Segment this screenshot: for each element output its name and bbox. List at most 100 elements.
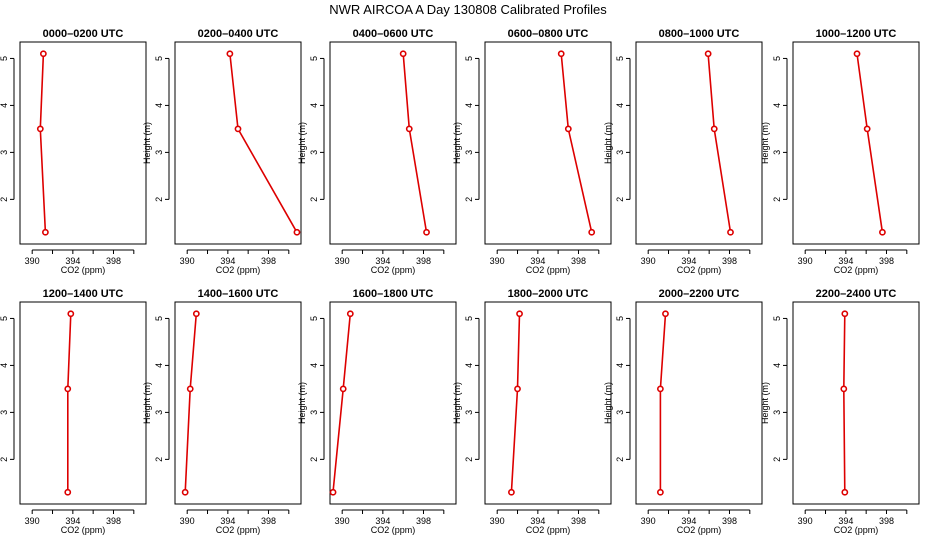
profile-line: [560, 53, 593, 233]
x-tick-label: 390: [798, 516, 813, 526]
y-tick-label: 5: [615, 316, 625, 321]
plot-frame: [792, 301, 920, 505]
x-axis-label: CO2 (ppm): [834, 525, 879, 535]
y-axis-label: Height (m): [760, 382, 770, 424]
data-point: [39, 50, 47, 58]
profile-line: [707, 53, 732, 233]
x-axis-label: CO2 (ppm): [677, 265, 722, 275]
x-axis-label: CO2 (ppm): [371, 525, 416, 535]
x-tick-label: 398: [879, 256, 894, 266]
x-tick-label: 398: [722, 516, 737, 526]
data-point: [405, 125, 413, 133]
data-point: [710, 125, 718, 133]
data-point: [192, 310, 200, 318]
x-tick-label: 398: [416, 516, 431, 526]
y-tick-label: 4: [309, 103, 319, 108]
y-axis-label: Height (m): [452, 382, 462, 424]
y-tick-label: 2: [0, 457, 9, 462]
data-point: [656, 385, 664, 393]
y-axis-label: Height (m): [760, 122, 770, 164]
y-tick-label: 4: [464, 103, 474, 108]
x-tick-label: 390: [641, 516, 656, 526]
y-tick-label: 4: [309, 363, 319, 368]
y-tick-label: 3: [615, 150, 625, 155]
y-tick-label: 5: [615, 56, 625, 61]
plot-frame: [329, 301, 457, 505]
profile-line: [856, 53, 884, 233]
x-tick-label: 398: [261, 256, 276, 266]
data-point: [514, 385, 521, 393]
data-point: [853, 50, 861, 58]
y-tick-label: 4: [464, 363, 474, 368]
x-tick-label: 390: [25, 256, 40, 266]
data-point: [841, 310, 849, 318]
plot-frame: [19, 41, 147, 245]
y-tick-label: 4: [772, 363, 782, 368]
y-tick-label: 2: [309, 197, 319, 202]
y-tick-label: 2: [309, 457, 319, 462]
plot-frame: [792, 41, 920, 245]
profile-line: [184, 313, 198, 493]
x-tick-label: 398: [571, 516, 586, 526]
y-tick-label: 5: [154, 56, 164, 61]
data-point: [64, 385, 72, 393]
x-tick-label: 398: [722, 256, 737, 266]
y-axis-label: Height (m): [297, 382, 307, 424]
x-tick-label: 398: [879, 516, 894, 526]
y-tick-label: 5: [309, 56, 319, 61]
x-axis-label: CO2 (ppm): [526, 525, 571, 535]
y-tick-label: 3: [154, 410, 164, 415]
x-tick-label: 398: [261, 516, 276, 526]
x-tick-label: 390: [180, 516, 195, 526]
panel-title: 1400–1600 UTC: [198, 288, 279, 300]
x-tick-label: 390: [798, 256, 813, 266]
data-point: [234, 125, 242, 133]
y-tick-label: 4: [154, 363, 164, 368]
plot-frame: [484, 41, 612, 245]
x-tick-label: 390: [335, 256, 350, 266]
profile-line: [332, 313, 352, 493]
x-tick-label: 398: [106, 516, 121, 526]
y-tick-label: 4: [0, 103, 9, 108]
profile-line: [67, 313, 72, 493]
x-tick-label: 390: [180, 256, 195, 266]
data-point: [293, 228, 301, 236]
x-tick-label: 394: [375, 516, 390, 526]
data-point: [226, 50, 234, 58]
x-axis-label: CO2 (ppm): [61, 265, 106, 275]
y-tick-label: 5: [464, 316, 474, 321]
y-tick-label: 4: [154, 103, 164, 108]
x-tick-label: 394: [838, 516, 853, 526]
x-axis-label: CO2 (ppm): [61, 525, 106, 535]
y-tick-label: 3: [0, 410, 9, 415]
plot-frame: [19, 301, 147, 505]
panel-title: 1800–2000 UTC: [508, 288, 589, 300]
x-tick-label: 394: [65, 516, 80, 526]
y-tick-label: 2: [464, 457, 474, 462]
panel-title: 2000–2200 UTC: [659, 288, 740, 300]
y-tick-label: 4: [615, 363, 625, 368]
x-tick-label: 394: [220, 516, 235, 526]
plot-frame: [635, 301, 763, 505]
y-tick-label: 2: [772, 197, 782, 202]
y-tick-label: 2: [464, 197, 474, 202]
y-tick-label: 5: [772, 316, 782, 321]
data-point: [36, 125, 44, 133]
y-tick-label: 2: [615, 457, 625, 462]
data-point: [656, 488, 664, 496]
panel-title: 0600–0800 UTC: [508, 28, 589, 40]
plot-frame: [174, 301, 302, 505]
figure-title: NWR AIRCOA A Day 130808 Calibrated Profi…: [329, 2, 607, 17]
x-tick-label: 390: [335, 516, 350, 526]
plot-frame: [174, 41, 302, 245]
x-tick-label: 398: [106, 256, 121, 266]
data-point: [399, 50, 407, 58]
y-axis-label: Height (m): [297, 122, 307, 164]
data-point: [841, 488, 849, 496]
